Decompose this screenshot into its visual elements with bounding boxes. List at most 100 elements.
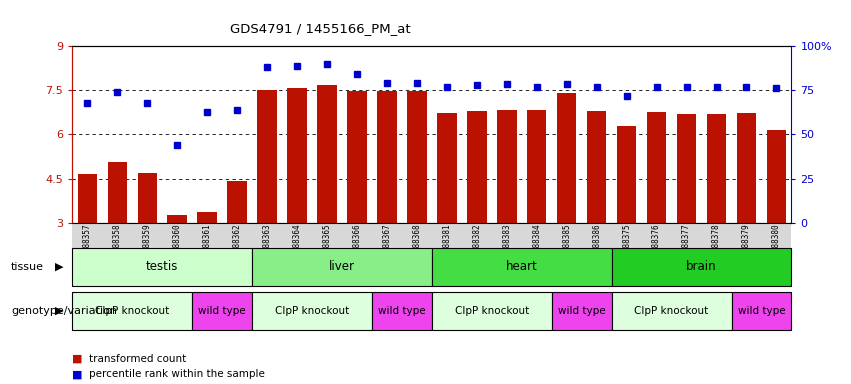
Text: ClpP knockout: ClpP knockout [454,306,529,316]
Bar [767,130,786,223]
Text: GSM988377: GSM988377 [682,224,691,265]
Bar [587,111,607,223]
Text: ▶: ▶ [55,306,64,316]
Bar [342,223,372,280]
Text: GSM988362: GSM988362 [232,224,242,265]
Text: genotype/variation: genotype/variation [11,306,117,316]
Bar [377,91,397,223]
Bar [612,248,791,286]
Text: heart: heart [505,260,538,273]
Text: GSM988357: GSM988357 [83,224,92,265]
Text: GSM988378: GSM988378 [712,224,721,265]
Bar [72,292,192,330]
Text: GSM988361: GSM988361 [203,224,212,265]
Bar [497,110,517,223]
Bar [372,292,431,330]
Text: GSM988364: GSM988364 [293,224,301,265]
Text: brain: brain [686,260,717,273]
Text: percentile rank within the sample: percentile rank within the sample [89,369,266,379]
Text: transformed count: transformed count [89,354,186,364]
Bar [431,248,612,286]
Bar [132,223,163,280]
Text: GSM988379: GSM988379 [742,224,751,265]
Bar [252,223,282,280]
Bar [677,114,696,223]
Bar [222,223,252,280]
Bar [163,223,192,280]
Bar [671,223,701,280]
Text: testis: testis [146,260,179,273]
Bar [612,223,642,280]
Text: wild type: wild type [378,306,426,316]
Text: GSM988367: GSM988367 [382,224,391,265]
Bar [317,85,337,223]
Text: liver: liver [329,260,355,273]
Text: ClpP knockout: ClpP knockout [635,306,709,316]
Bar [252,292,372,330]
Bar [138,173,157,223]
Bar [737,113,757,223]
Bar [252,248,431,286]
Bar [288,88,307,223]
Bar [192,223,222,280]
Bar [612,292,732,330]
Bar [282,223,312,280]
Text: GSM988368: GSM988368 [413,224,421,265]
Text: GSM988363: GSM988363 [263,224,271,265]
Text: ■: ■ [72,354,83,364]
Bar [77,174,97,223]
Text: GSM988386: GSM988386 [592,224,601,265]
Text: GSM988380: GSM988380 [772,224,781,265]
Bar [168,215,187,223]
Text: wild type: wild type [198,306,246,316]
Text: GSM988383: GSM988383 [502,224,511,265]
Bar [617,126,637,223]
Bar [522,223,551,280]
Text: GSM988381: GSM988381 [443,224,451,265]
Bar [102,223,132,280]
Bar [402,223,431,280]
Text: ClpP knockout: ClpP knockout [275,306,349,316]
Text: tissue: tissue [11,262,44,272]
Bar [257,89,277,223]
Bar [72,223,102,280]
Bar [551,292,612,330]
Bar [732,292,791,330]
Bar [762,223,791,280]
Text: GSM988382: GSM988382 [472,224,482,265]
Text: ClpP knockout: ClpP knockout [95,306,169,316]
Bar [372,223,402,280]
Bar [192,292,252,330]
Bar [462,223,492,280]
Bar [582,223,612,280]
Bar [407,91,426,223]
Text: GSM988360: GSM988360 [173,224,182,265]
Bar [312,223,342,280]
Bar [707,114,726,223]
Text: GSM988376: GSM988376 [652,224,661,265]
Bar [557,93,576,223]
Bar [107,162,127,223]
Text: ■: ■ [72,369,83,379]
Bar [72,248,252,286]
Text: GSM988384: GSM988384 [532,224,541,265]
Text: wild type: wild type [738,306,785,316]
Text: GSM988359: GSM988359 [143,224,151,265]
Text: GSM988366: GSM988366 [352,224,362,265]
Bar [227,181,247,223]
Bar [492,223,522,280]
Text: GSM988358: GSM988358 [113,224,122,265]
Bar [527,110,546,223]
Text: ▶: ▶ [55,262,64,272]
Text: GDS4791 / 1455166_PM_at: GDS4791 / 1455166_PM_at [230,22,410,35]
Text: GSM988385: GSM988385 [563,224,571,265]
Bar [347,91,367,223]
Text: GSM988365: GSM988365 [323,224,332,265]
Text: wild type: wild type [558,306,606,316]
Bar [551,223,582,280]
Bar [732,223,762,280]
Bar [642,223,671,280]
Bar [197,212,217,223]
Bar [467,111,487,223]
Bar [431,292,551,330]
